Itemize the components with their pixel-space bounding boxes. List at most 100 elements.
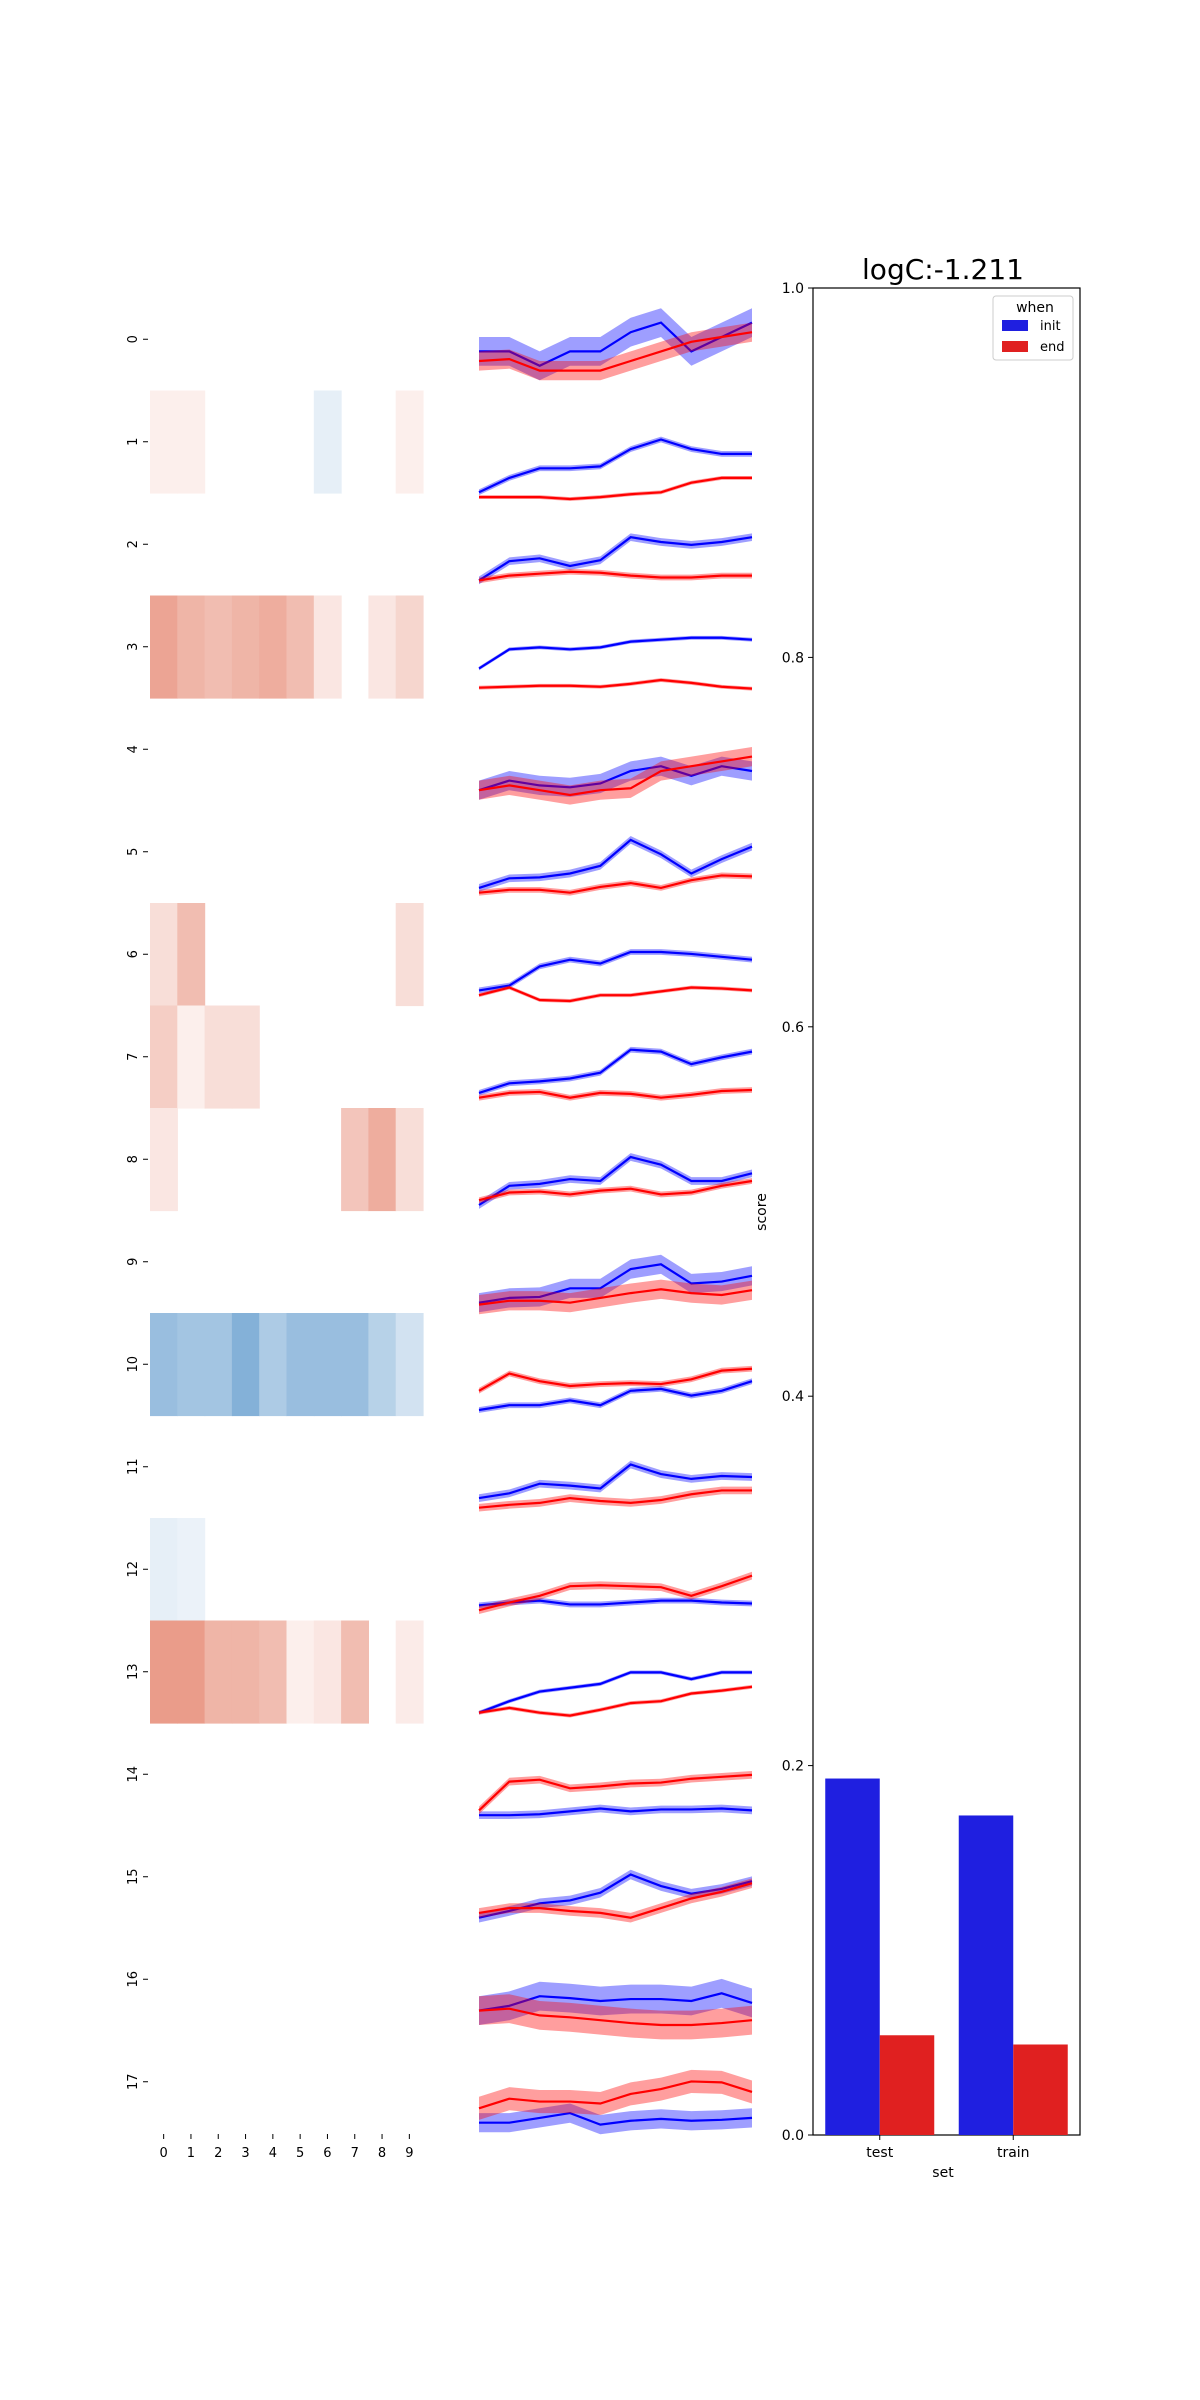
line-confidence-band (479, 1684, 752, 1718)
heatmap-cell (395, 390, 424, 494)
line-confidence-band (479, 1460, 752, 1502)
line-series (478, 950, 753, 992)
heatmap-cell (177, 1005, 206, 1109)
heatmap-cell (177, 1313, 206, 1417)
heatmap-cell (395, 1108, 424, 1212)
heatmap-cell (177, 595, 206, 699)
heatmap-cell (286, 1313, 315, 1417)
line-confidence-band (479, 635, 752, 671)
line-series (478, 2007, 753, 2027)
line-series (478, 1882, 753, 1919)
heatmap-cell (259, 595, 288, 699)
line-confidence-band (479, 1254, 752, 1313)
heatmap-cell (150, 595, 178, 699)
heatmap-cell (150, 1313, 178, 1417)
line-confidence-band (479, 322, 752, 381)
bar-panel: logC:-1.211 set score 0.0 0.2 0.4 0.6 0.8 1.0… (754, 253, 1081, 2181)
line-confidence-band (479, 1571, 752, 1615)
line-confidence-band (479, 533, 752, 585)
line-series (478, 1671, 752, 1714)
line-panel (478, 308, 753, 2135)
heatmap-row-label: 15 (126, 1868, 141, 1885)
heatmap-row-label: 14 (126, 1766, 141, 1783)
x-tick-label: test (866, 2145, 893, 2161)
line-series (478, 755, 753, 797)
heatmap-row-label: 5 (126, 848, 141, 856)
line-series (478, 1380, 753, 1412)
line-confidence-band (479, 2103, 752, 2135)
bar (958, 1815, 1014, 2135)
heatmap-cell (368, 1108, 397, 1212)
heatmap-cell (150, 1108, 178, 1212)
line-series (478, 1288, 753, 1306)
heatmap-row-label: 17 (126, 2073, 141, 2090)
chart-title: logC:-1.211 (862, 253, 1024, 286)
line-series (478, 1773, 753, 1812)
heatmap-cell (259, 1620, 288, 1724)
line-series (479, 476, 752, 501)
legend-swatch (1002, 341, 1028, 352)
line-series (479, 1807, 753, 1817)
heatmap-cell (150, 1005, 178, 1109)
heatmap-row-label: 11 (126, 1458, 141, 1475)
line-confidence-band (479, 1978, 752, 2025)
heatmap-cell (341, 1108, 369, 1212)
heatmap-col-label: 6 (323, 2146, 331, 2161)
line-series (478, 1992, 753, 2012)
line-confidence-band (479, 1046, 752, 1096)
heatmap-cell (177, 1518, 206, 1622)
heatmap-col-label: 8 (378, 2146, 386, 2161)
line-series (478, 1367, 753, 1392)
heatmap-cell (150, 903, 178, 1007)
heatmap-row-label: 10 (126, 1356, 141, 1373)
heatmap-cell (150, 390, 178, 494)
heatmap-cell (395, 595, 424, 699)
line-series (478, 1155, 753, 1206)
line-series (478, 438, 752, 494)
line-confidence-band (479, 747, 752, 805)
line-series (478, 331, 753, 372)
plot-frame (812, 287, 1081, 2136)
line-series (479, 2111, 753, 2126)
bar (825, 1778, 880, 2135)
line-series (478, 570, 752, 582)
heatmap-cell (204, 595, 233, 699)
line-confidence-band (479, 1804, 752, 1820)
heatmap-cell (177, 903, 206, 1007)
heatmap-col-label: 3 (241, 2146, 249, 2161)
line-series (478, 1088, 753, 1099)
heatmap-col-label: 5 (296, 2146, 304, 2161)
line-confidence-band (479, 1365, 752, 1394)
heatmap-cell (313, 595, 342, 699)
legend-title: when (1016, 300, 1054, 316)
line-series (478, 1489, 752, 1509)
heatmap-cell (395, 1620, 424, 1724)
y-tick-label: 1.0 (782, 281, 804, 297)
line-series (478, 678, 753, 690)
heatmap-cell (204, 1005, 233, 1109)
heatmap-cell (286, 595, 315, 699)
line-series (478, 986, 753, 1003)
heatmap-cell (150, 1620, 178, 1724)
heatmap-row-label: 13 (126, 1663, 141, 1680)
heatmap-col-label: 7 (351, 2146, 359, 2161)
legend-swatch (1002, 320, 1028, 331)
line-confidence-band (479, 1994, 752, 2040)
y-tick-label: 0.6 (782, 1020, 804, 1036)
line-confidence-band (479, 1878, 752, 1923)
line-series (478, 765, 753, 792)
heatmap-cell (231, 595, 260, 699)
heatmap-cell (177, 1620, 206, 1724)
heatmap-cell (313, 1620, 342, 1724)
y-axis-label: score (754, 1193, 770, 1231)
line-series (478, 1263, 753, 1304)
line-series (478, 1599, 753, 1607)
legend-label: end (1040, 340, 1065, 355)
line-series (478, 874, 753, 894)
heatmap-col-label: 1 (187, 2146, 195, 2161)
heatmap-cell (341, 1313, 369, 1417)
heatmap-row-label: 1 (126, 438, 141, 446)
line-series (478, 1574, 753, 1612)
